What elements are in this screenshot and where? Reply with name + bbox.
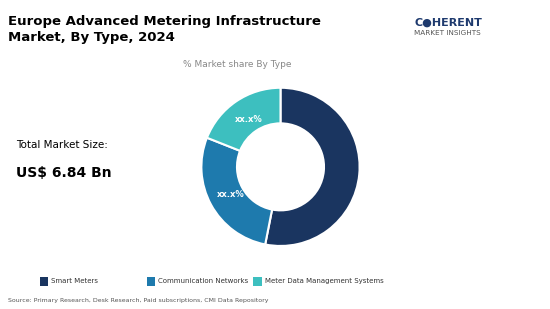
FancyBboxPatch shape: [396, 0, 550, 46]
Text: % Market share By Type: % Market share By Type: [183, 60, 292, 70]
Text: 53.1%: 53.1%: [359, 171, 388, 180]
Text: Europe Advanced Metering Infrastructure
Market, By Type, 2024: Europe Advanced Metering Infrastructure …: [8, 15, 321, 44]
Wedge shape: [265, 88, 360, 246]
Bar: [254, 277, 262, 286]
Text: MARKET INSIGHTS: MARKET INSIGHTS: [415, 30, 481, 36]
Wedge shape: [201, 138, 272, 244]
Text: Revenue Share, 2024: Revenue Share, 2024: [408, 157, 505, 167]
Text: Communication Networks: Communication Networks: [158, 278, 248, 284]
Text: Type -: Type -: [408, 129, 435, 138]
Text: 53.1%: 53.1%: [408, 70, 495, 94]
Text: Total Market Size:: Total Market Size:: [16, 140, 108, 150]
Text: xx.x%: xx.x%: [217, 190, 244, 199]
Text: xx.x%: xx.x%: [235, 115, 262, 124]
Text: Estimated Market: Estimated Market: [408, 143, 488, 152]
Text: Smart Meters: Smart Meters: [51, 278, 98, 284]
Text: C●HERENT: C●HERENT: [415, 17, 482, 27]
Text: Meter Data Management Systems: Meter Data Management Systems: [265, 278, 383, 284]
Text: US$ 6.84 Bn: US$ 6.84 Bn: [16, 166, 112, 180]
Text: Source: Primary Research, Desk Research, Paid subscriptions, CMI Data Repository: Source: Primary Research, Desk Research,…: [8, 298, 268, 303]
Bar: [40, 277, 48, 286]
Bar: [146, 277, 155, 286]
Text: Smart Meters: Smart Meters: [408, 114, 478, 124]
Wedge shape: [207, 88, 280, 151]
Text: Europe Advanced
Metering
Infrastructure
Market: Europe Advanced Metering Infrastructure …: [408, 193, 500, 252]
